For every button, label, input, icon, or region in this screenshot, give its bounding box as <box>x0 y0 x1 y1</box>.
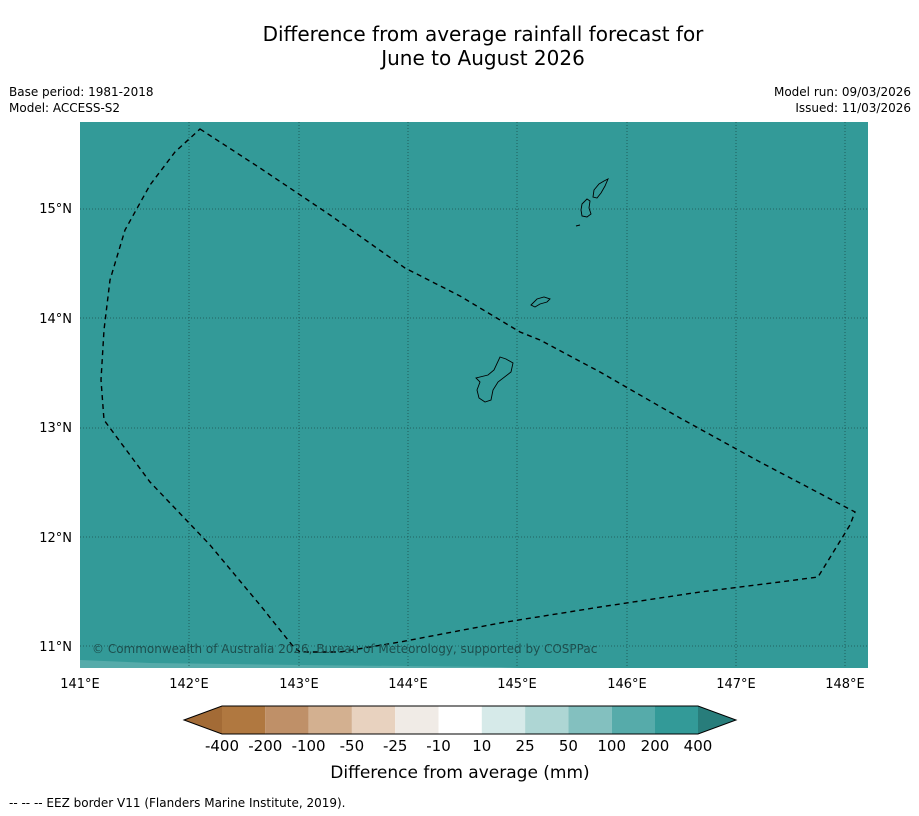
model-run-text: Model run: 09/03/2026 <box>773 85 911 99</box>
colorbar-arrow-low <box>184 706 222 734</box>
colorbar-segment <box>222 706 266 734</box>
meta-right: Model run: 09/03/2026 Issued: 11/03/2026 <box>774 84 911 116</box>
colorbar-outline <box>182 705 738 735</box>
colorbar-segment <box>611 706 655 734</box>
lon-label-148: 148°E <box>825 677 865 692</box>
colorbar-tick-label: 50 <box>559 737 578 755</box>
gridlines <box>80 122 868 668</box>
colorbar-arrow-high <box>698 706 736 734</box>
island-rota <box>530 296 551 308</box>
lat-label-15: 15°N <box>39 202 72 217</box>
colorbar-tick-label: -400 <box>205 737 239 755</box>
colorbar <box>182 705 738 735</box>
colorbar-tick-label: -25 <box>383 737 408 755</box>
lat-label-13: 13°N <box>39 421 72 436</box>
island-aguijan <box>575 224 581 227</box>
colorbar-segment <box>265 706 309 734</box>
base-period-text: Base period: 1981-2018 <box>9 85 154 99</box>
colorbar-segment <box>438 706 482 734</box>
lat-labels: 15°N 14°N 13°N 12°N 11°N <box>39 202 72 655</box>
colorbar-tick-label: 400 <box>684 737 713 755</box>
colorbar-segment <box>481 706 526 734</box>
colorbar-tick-label: -10 <box>426 737 451 755</box>
colorbar-segment <box>655 706 698 734</box>
colorbar-tick-label: -200 <box>248 737 282 755</box>
colorbar-segment <box>568 706 612 734</box>
colorbar-title: Difference from average (mm) <box>330 763 589 783</box>
issued-text: Issued: 11/03/2026 <box>795 101 911 115</box>
model-text: Model: ACCESS-S2 <box>9 101 121 115</box>
chart-title: Difference from average rainfall forecas… <box>0 22 919 70</box>
island-guam <box>475 356 514 403</box>
island-tinian <box>580 198 592 218</box>
map-area <box>80 122 868 668</box>
eez-footnote: -- -- -- EEZ border V11 (Flanders Marine… <box>9 796 346 810</box>
colorbar-segment <box>308 706 352 734</box>
meta-left: Base period: 1981-2018 Model: ACCESS-S2 <box>9 84 154 116</box>
lat-label-11: 11°N <box>39 640 72 655</box>
colorbar-tick-label: -50 <box>340 737 365 755</box>
lon-label-141: 141°E <box>60 677 100 692</box>
lon-label-142: 142°E <box>169 677 209 692</box>
lat-label-12: 12°N <box>39 531 72 546</box>
colorbar-tick-label: 200 <box>641 737 670 755</box>
copyright-text: © Commonwealth of Australia 2026, Bureau… <box>92 642 597 656</box>
title-line-1: Difference from average rainfall forecas… <box>262 22 704 46</box>
lon-label-147: 147°E <box>716 677 756 692</box>
colorbar-segment <box>351 706 396 734</box>
lon-label-146: 146°E <box>607 677 647 692</box>
colorbar-tick-label: 100 <box>597 737 626 755</box>
colorbar-tick-label: -100 <box>292 737 326 755</box>
colorbar-tick-label: 10 <box>472 737 491 755</box>
eez-border <box>100 128 856 653</box>
lon-label-145: 145°E <box>497 677 537 692</box>
lat-label-14: 14°N <box>39 312 72 327</box>
map-bottom-shade <box>80 660 520 668</box>
colorbar-tick-labels: -400 -200 -100 -50 -25 -10 10 25 50 100 … <box>205 737 712 755</box>
colorbar-tick-label: 25 <box>516 737 535 755</box>
colorbar-segment <box>395 706 439 734</box>
lon-labels: 141°E 142°E 143°E 144°E 145°E 146°E 147°… <box>60 677 865 692</box>
lon-label-144: 144°E <box>388 677 428 692</box>
colorbar-segment <box>525 706 569 734</box>
island-saipan <box>592 178 609 199</box>
title-line-2: June to August 2026 <box>381 46 585 70</box>
lon-label-143: 143°E <box>279 677 319 692</box>
